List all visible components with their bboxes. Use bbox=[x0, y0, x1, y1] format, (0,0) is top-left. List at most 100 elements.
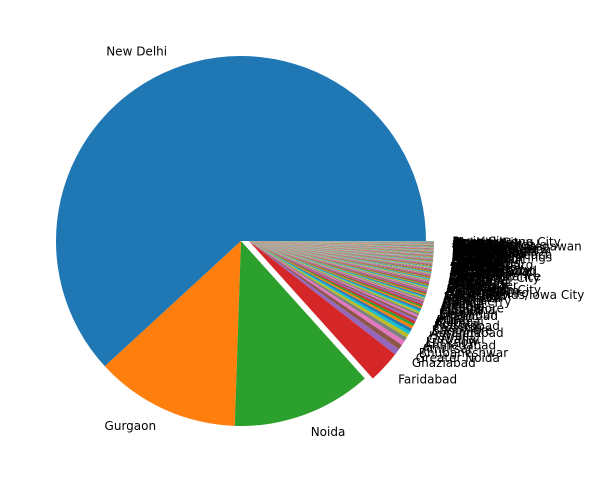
pie-slice-valdosta bbox=[249, 241, 434, 246]
pie-slice-nagpur bbox=[249, 241, 425, 301]
pie-slice-middleton-beach bbox=[249, 241, 434, 255]
slice-label: Athens bbox=[451, 255, 493, 269]
pie-slice-rest-of-hawaii bbox=[249, 241, 432, 270]
pie-slice-tanunda bbox=[249, 241, 434, 251]
slice-label: Paynesville bbox=[452, 246, 519, 260]
slice-label: Pasig City bbox=[453, 235, 512, 249]
slice-label: Huskisson bbox=[452, 250, 513, 264]
pie-slice-nashik bbox=[249, 241, 426, 300]
slice-label: Vernonia bbox=[451, 262, 504, 276]
pie-slice-new-delhi bbox=[56, 55, 426, 367]
slice-label: Hamilton bbox=[452, 240, 506, 254]
slice-label: Des Moines bbox=[451, 256, 520, 270]
pie-slice-mandaluyong-city bbox=[249, 241, 435, 243]
slice-label: Penola bbox=[452, 246, 492, 260]
pie-slice-amritsar bbox=[249, 241, 407, 342]
pie-slice-columbus bbox=[249, 241, 429, 288]
slice-label: Panchkula bbox=[453, 236, 514, 250]
pie-slice-dicky-beach bbox=[249, 241, 434, 258]
slice-label: Zirakpur bbox=[453, 236, 504, 250]
pie-slice-forrest bbox=[249, 241, 434, 257]
slice-label: Gainesville bbox=[452, 239, 518, 253]
slice-label: Rio de Janeiro bbox=[446, 286, 529, 300]
slice-label: Wellington City bbox=[449, 271, 540, 285]
slice-label: Johannesburg bbox=[450, 258, 533, 272]
slice-label: Montville bbox=[452, 247, 507, 261]
pie-slice-bhubaneshwar bbox=[249, 241, 405, 345]
pie-slice-izmir bbox=[249, 241, 433, 264]
pie-slice-inner-city bbox=[249, 241, 432, 272]
pie-slice-sydney bbox=[249, 241, 431, 276]
pie-slice-chatham-kent bbox=[249, 241, 434, 250]
slice-label: Edinburgh bbox=[445, 289, 506, 303]
slice-label: Istanbul bbox=[451, 259, 499, 273]
pie-slice-auckland bbox=[249, 241, 434, 248]
pie-slice-trentham-east bbox=[249, 241, 434, 251]
slice-label: Ghaziabad bbox=[412, 356, 476, 370]
pie-slice-vernonia bbox=[249, 241, 433, 267]
slice-label: Phillip Island bbox=[452, 245, 527, 259]
slice-label: Surat bbox=[444, 292, 477, 306]
pie-slice-albany bbox=[249, 241, 434, 261]
pie-slice-mangalore bbox=[249, 241, 424, 303]
pie-slice-pune bbox=[249, 241, 420, 314]
slice-label: Yorkton bbox=[450, 260, 496, 274]
pie-slice-aurangabad bbox=[249, 241, 415, 327]
slice-label: Bandar Seri Begawan bbox=[452, 240, 581, 254]
pie-slice-puducherry bbox=[249, 241, 426, 297]
pie-slice-penola bbox=[249, 241, 434, 252]
slice-label: Waterloo bbox=[451, 261, 505, 275]
pie-slice-colombo bbox=[249, 241, 432, 273]
slice-label: Makati City bbox=[450, 267, 517, 281]
pie-slice-palm-beach bbox=[249, 241, 434, 244]
slice-label: Weirton bbox=[451, 260, 497, 274]
pie-slice-dehradun bbox=[249, 241, 422, 309]
pie-slice-noida bbox=[234, 241, 365, 427]
pie-slice-sioux-city bbox=[249, 241, 430, 282]
slice-label: Secunderabad bbox=[450, 264, 537, 278]
slice-label: Forrest bbox=[452, 251, 494, 265]
pie-slice-faridabad bbox=[249, 241, 396, 379]
pie-slice-sarasota bbox=[249, 241, 434, 244]
pie-slice-gainesville bbox=[249, 241, 434, 246]
pie-slice-kolkata bbox=[249, 241, 419, 318]
slice-label: Birmingham bbox=[446, 284, 519, 298]
slice-label: Sydney bbox=[449, 272, 493, 286]
slice-label: Rest of Hawaii bbox=[450, 265, 536, 279]
pie-slice-taguig-city bbox=[249, 241, 433, 268]
pie-slice-guwahati bbox=[249, 241, 412, 332]
slice-label: Jaipur bbox=[438, 306, 473, 320]
pie-slice-davenport bbox=[249, 241, 433, 262]
pie-slice-agra bbox=[249, 241, 421, 312]
slice-label: London bbox=[449, 274, 493, 288]
slice-label: Taguig City bbox=[450, 263, 517, 277]
pie-slice-boise bbox=[249, 241, 434, 259]
slice-label: Colombo bbox=[450, 268, 503, 282]
slice-label: Dicky Beach bbox=[452, 252, 526, 266]
pie-slice-yorkton bbox=[249, 241, 433, 265]
slice-label: Singapore bbox=[449, 273, 510, 287]
pie-slice-lucknow bbox=[249, 241, 411, 335]
pie-slice-palm-cove bbox=[249, 241, 434, 253]
pie-slice-secunderabad bbox=[249, 241, 433, 269]
pie-slice-ludhiana bbox=[249, 241, 424, 305]
slice-label: Balingup bbox=[452, 253, 505, 267]
slice-label: Nelson bbox=[452, 240, 493, 254]
pie-slice-ahmedabad bbox=[249, 241, 409, 338]
pie-slice-ranchi bbox=[249, 241, 427, 296]
slice-label: Bandung bbox=[452, 242, 506, 256]
pie-slice-mohali bbox=[249, 241, 434, 244]
pie-slice-inverloch bbox=[249, 241, 434, 256]
pie-slice-makati-city bbox=[249, 241, 432, 272]
pie-slice-mysore bbox=[249, 241, 425, 302]
slice-label: Tangerang bbox=[451, 241, 515, 255]
pie-slice-huskisson bbox=[249, 241, 434, 256]
slice-label: Sarasota bbox=[453, 237, 506, 251]
slice-label: Cape Town bbox=[446, 287, 511, 301]
pie-slice-athens bbox=[249, 241, 434, 261]
pie-slice-montville bbox=[249, 241, 434, 254]
slice-label: Trentham East bbox=[451, 245, 539, 259]
slice-label: New Delhi bbox=[106, 44, 167, 58]
pie-slice-jaipur bbox=[249, 241, 423, 308]
